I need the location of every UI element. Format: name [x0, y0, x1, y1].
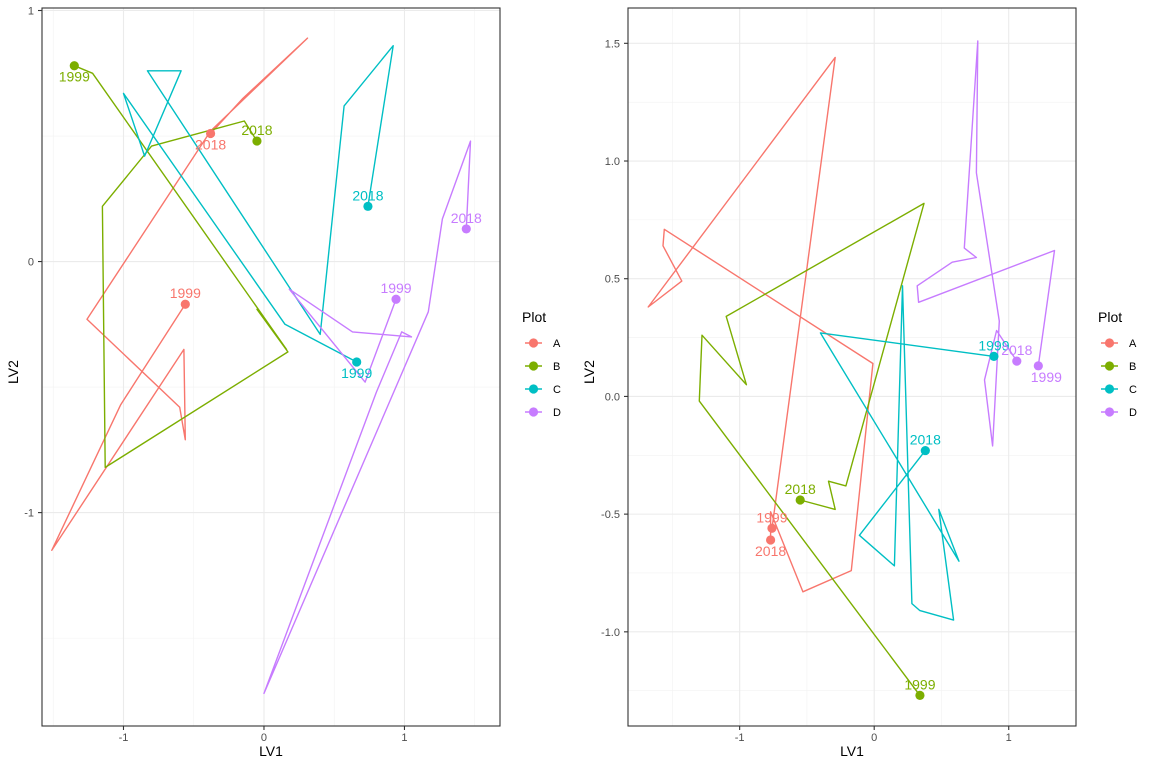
legend-label-D: D [553, 407, 561, 419]
y-tick-label: 0 [28, 257, 34, 269]
point-label-B-1999: 1999 [904, 676, 935, 692]
series-line-D [916, 40, 1056, 447]
legend-title: Plot [1098, 309, 1122, 325]
series-line-C [819, 285, 994, 621]
point-D-1999 [1033, 361, 1043, 371]
legend-label-D: D [1129, 407, 1137, 419]
point-B-2018 [795, 495, 805, 505]
plot-background [42, 8, 500, 726]
legend-key-point-D [528, 407, 539, 417]
legend-key-point-B [1104, 361, 1115, 371]
legend-key-point-B [528, 361, 539, 371]
legend-label-A: A [1129, 338, 1137, 350]
x-tick-label: -1 [735, 732, 745, 744]
x-tick-label: 0 [261, 732, 267, 744]
point-C-2018 [920, 445, 930, 456]
point-C-1999 [352, 357, 362, 367]
point-label-D-2018: 2018 [1001, 342, 1032, 358]
point-label-B-2018: 2018 [241, 122, 272, 138]
point-label-C-1999: 1999 [978, 337, 1009, 353]
x-tick-label: 1 [401, 732, 407, 744]
y-tick-label: 0.0 [605, 391, 620, 403]
y-tick-label: -1 [24, 508, 34, 520]
series-line-B [74, 65, 289, 469]
legend-key-point-D [1104, 407, 1115, 417]
y-tick-label: 1.5 [605, 38, 620, 50]
point-C-2018 [363, 201, 373, 211]
point-A-2018 [766, 535, 776, 545]
y-tick-label: -0.5 [601, 509, 620, 521]
x-tick-label: -1 [119, 732, 129, 744]
point-B-2018 [252, 136, 262, 146]
legend-key-point-C [528, 384, 539, 394]
legend-key-point-A [528, 338, 539, 348]
legend-label-B: B [1129, 361, 1136, 373]
legend-key-point-A [1104, 338, 1115, 348]
x-axis-title: LV1 [840, 743, 864, 759]
point-label-C-2018: 2018 [352, 187, 383, 203]
point-label-B-2018: 2018 [785, 481, 816, 497]
y-tick-label: -1.0 [601, 627, 620, 639]
y-tick-label: 1 [28, 6, 34, 18]
point-D-2018 [1012, 356, 1022, 366]
point-label-C-2018: 2018 [910, 432, 941, 448]
point-A-1999 [180, 299, 190, 309]
x-axis-title: LV1 [259, 743, 283, 759]
point-label-A-1999: 1999 [756, 509, 787, 525]
plot-background [628, 8, 1076, 726]
series-line-A [51, 37, 309, 551]
point-D-2018 [461, 224, 471, 234]
series-layer [51, 37, 472, 695]
legend-label-A: A [553, 338, 561, 350]
x-tick-label: 1 [1006, 732, 1012, 744]
point-B-1999 [915, 690, 925, 700]
point-label-A-2018: 2018 [755, 543, 786, 559]
point-A-1999 [767, 523, 777, 533]
y-tick-label: 0.5 [605, 274, 620, 286]
series-line-B [698, 202, 925, 696]
legend-label-B: B [553, 361, 560, 373]
point-label-B-1999: 1999 [59, 69, 90, 85]
series-line-A [647, 56, 874, 593]
point-label-D-1999: 1999 [1031, 369, 1062, 385]
x-tick-label: 0 [871, 732, 877, 744]
point-A-2018 [205, 128, 216, 139]
point-label-A-2018: 2018 [195, 137, 226, 153]
point-C-1999 [989, 351, 999, 362]
y-axis-title: LV2 [5, 360, 21, 384]
legend-title: Plot [522, 309, 546, 325]
left-chart-panel: 1999 2018 1999 2018 1999 2018 1999 2018 -1 0 1 -1 0 1… [5, 6, 561, 759]
y-axis-title: LV2 [581, 360, 597, 384]
legend-label-C: C [1129, 384, 1137, 396]
point-label-C-1999: 1999 [341, 365, 372, 381]
legend-label-C: C [553, 384, 561, 396]
series-line-C [122, 45, 394, 363]
panel-border [627, 7, 1077, 727]
legend-key-point-C [1104, 384, 1115, 394]
series-line-D [263, 140, 472, 695]
y-tick-label: 1.0 [605, 156, 620, 168]
point-B-1999 [69, 61, 79, 71]
series-layer [647, 40, 1056, 700]
point-label-A-1999: 1999 [170, 285, 201, 301]
panel-border [41, 7, 501, 727]
point-label-D-1999: 1999 [380, 280, 411, 296]
point-D-1999 [391, 294, 401, 304]
point-label-D-2018: 2018 [451, 210, 482, 226]
